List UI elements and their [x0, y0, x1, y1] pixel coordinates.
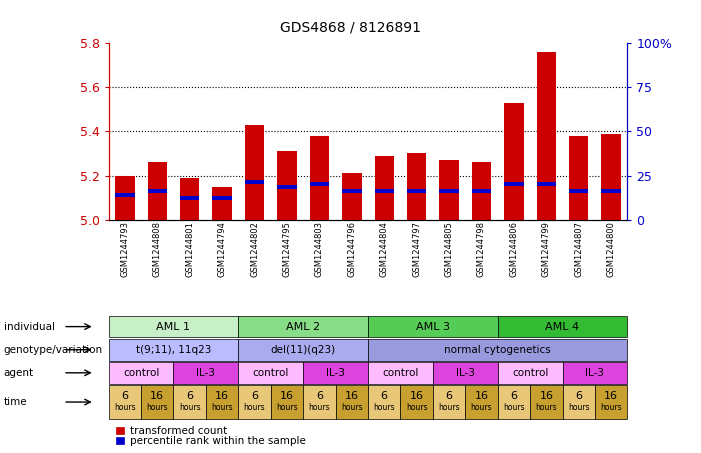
Text: control: control [512, 368, 548, 378]
Text: hours: hours [374, 403, 395, 412]
Text: hours: hours [600, 403, 622, 412]
Text: 6: 6 [446, 390, 453, 401]
Bar [278, 184, 297, 188]
Text: hours: hours [114, 403, 136, 412]
Text: 6: 6 [121, 390, 128, 401]
Text: 6: 6 [510, 390, 517, 401]
Text: IL-3: IL-3 [585, 368, 604, 378]
Text: hours: hours [179, 403, 200, 412]
Text: IL-3: IL-3 [196, 368, 215, 378]
Bar [147, 189, 167, 193]
Bar [245, 180, 264, 184]
Bar [180, 196, 199, 200]
Text: 16: 16 [215, 390, 229, 401]
Text: hours: hours [276, 403, 298, 412]
Text: transformed count: transformed count [130, 426, 227, 436]
Bar [601, 134, 621, 220]
Bar [407, 154, 426, 220]
Bar [569, 136, 589, 220]
Bar [180, 178, 199, 220]
Text: AML 2: AML 2 [286, 322, 320, 332]
Text: 16: 16 [345, 390, 359, 401]
Text: hours: hours [470, 403, 492, 412]
Bar [278, 151, 297, 220]
Text: IL-3: IL-3 [456, 368, 475, 378]
Text: AML 4: AML 4 [545, 322, 580, 332]
Text: hours: hours [147, 403, 168, 412]
Text: IL-3: IL-3 [326, 368, 345, 378]
Bar [212, 196, 232, 200]
Text: del(11)(q23): del(11)(q23) [271, 345, 336, 355]
Text: control: control [123, 368, 159, 378]
Text: normal cytogenetics: normal cytogenetics [444, 345, 551, 355]
Text: 6: 6 [186, 390, 193, 401]
Text: control: control [382, 368, 418, 378]
Text: 16: 16 [280, 390, 294, 401]
Bar [472, 189, 491, 193]
Text: 6: 6 [316, 390, 323, 401]
Bar [115, 193, 135, 198]
Bar [310, 136, 329, 220]
Bar [115, 175, 135, 220]
Text: hours: hours [308, 403, 330, 412]
Text: hours: hours [211, 403, 233, 412]
Text: control: control [252, 368, 289, 378]
Text: 6: 6 [251, 390, 258, 401]
Bar [374, 189, 394, 193]
Text: hours: hours [406, 403, 428, 412]
Bar [440, 160, 458, 220]
Text: 16: 16 [409, 390, 423, 401]
Text: hours: hours [568, 403, 590, 412]
Text: hours: hours [438, 403, 460, 412]
Text: hours: hours [503, 403, 525, 412]
Bar [342, 189, 362, 193]
Text: 16: 16 [475, 390, 489, 401]
Text: hours: hours [341, 403, 362, 412]
Bar [537, 52, 556, 220]
Bar [504, 103, 524, 220]
Bar [407, 189, 426, 193]
Text: 16: 16 [539, 390, 553, 401]
Bar [147, 162, 167, 220]
Text: hours: hours [536, 403, 557, 412]
Text: genotype/variation: genotype/variation [4, 345, 102, 355]
Bar [569, 189, 589, 193]
Bar [537, 183, 556, 186]
Bar [245, 125, 264, 220]
Text: GDS4868 / 8126891: GDS4868 / 8126891 [280, 20, 421, 34]
Text: hours: hours [244, 403, 266, 412]
Bar [342, 173, 362, 220]
Bar [504, 183, 524, 186]
Text: percentile rank within the sample: percentile rank within the sample [130, 436, 306, 446]
Bar [440, 189, 458, 193]
Text: 6: 6 [381, 390, 388, 401]
Bar [472, 162, 491, 220]
Text: t(9;11), 11q23: t(9;11), 11q23 [136, 345, 211, 355]
Bar [310, 183, 329, 186]
Text: AML 3: AML 3 [416, 322, 450, 332]
Text: 6: 6 [576, 390, 583, 401]
Text: agent: agent [4, 368, 34, 378]
Text: 16: 16 [604, 390, 618, 401]
Text: 16: 16 [150, 390, 164, 401]
Bar [212, 187, 232, 220]
Bar [601, 189, 621, 193]
Text: individual: individual [4, 322, 55, 332]
Bar [374, 156, 394, 220]
Text: AML 1: AML 1 [156, 322, 191, 332]
Text: time: time [4, 397, 27, 407]
